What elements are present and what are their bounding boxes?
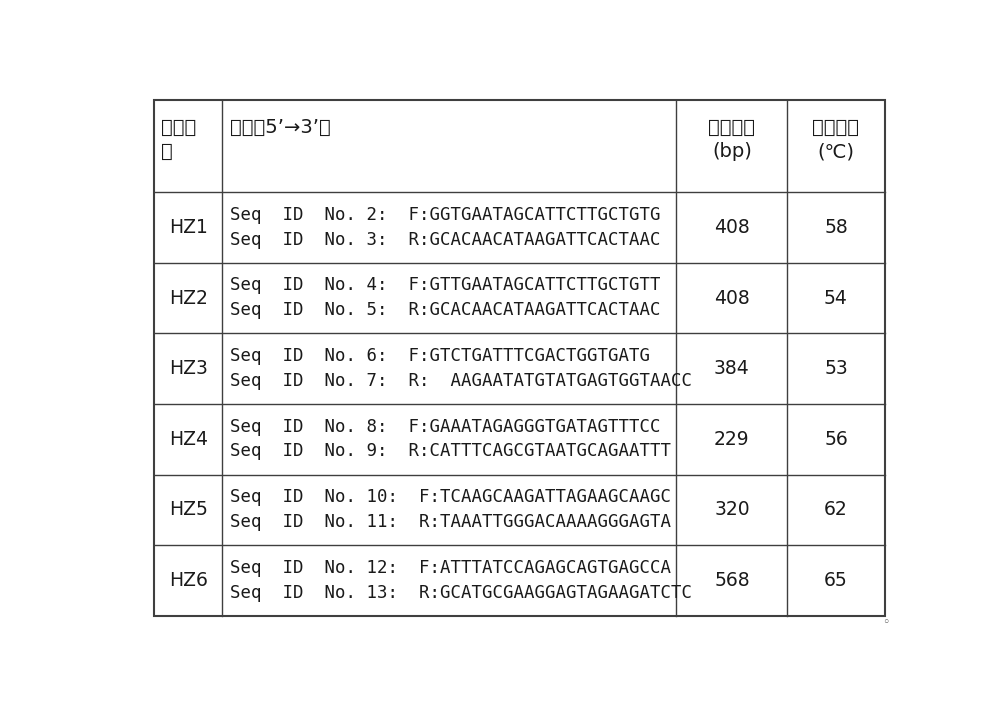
Text: Seq  ID  No. 5:  R:GCACAACATAAGATTCACTAAC: Seq ID No. 5: R:GCACAACATAAGATTCACTAAC (230, 301, 661, 319)
Text: 65: 65 (824, 571, 848, 590)
Text: (℃): (℃) (817, 143, 854, 161)
Text: 产物大小: 产物大小 (708, 118, 755, 138)
Text: 58: 58 (824, 218, 848, 237)
Text: Seq  ID  No. 13:  R:GCATGCGAAGGAGTAGAAGATCTC: Seq ID No. 13: R:GCATGCGAAGGAGTAGAAGATCT… (230, 584, 692, 602)
Text: 56: 56 (824, 430, 848, 449)
Text: Seq  ID  No. 10:  F:TCAAGCAAGATTAGAAGCAAGC: Seq ID No. 10: F:TCAAGCAAGATTAGAAGCAAGC (230, 488, 671, 506)
Text: Seq  ID  No. 12:  F:ATTTATCCAGAGCAGTGAGCCA: Seq ID No. 12: F:ATTTATCCAGAGCAGTGAGCCA (230, 559, 671, 576)
Text: Seq  ID  No. 11:  R:TAAATTGGGACAAAAGGGAGTA: Seq ID No. 11: R:TAAATTGGGACAAAAGGGAGTA (230, 513, 671, 531)
Text: (bp): (bp) (712, 143, 752, 161)
Text: 408: 408 (714, 289, 750, 308)
Text: Seq  ID  No. 3:  R:GCACAACATAAGATTCACTAAC: Seq ID No. 3: R:GCACAACATAAGATTCACTAAC (230, 230, 661, 249)
Text: HZ2: HZ2 (169, 289, 208, 308)
Text: ◦: ◦ (882, 616, 890, 630)
Text: 53: 53 (824, 359, 848, 378)
Text: 384: 384 (714, 359, 750, 378)
Text: 称: 称 (161, 143, 172, 161)
Text: Seq  ID  No. 2:  F:GGTGAATAGCATTCTTGCTGTG: Seq ID No. 2: F:GGTGAATAGCATTCTTGCTGTG (230, 206, 661, 224)
Text: HZ4: HZ4 (169, 430, 208, 449)
Text: Seq  ID  No. 9:  R:CATTTCAGCGTAATGCAGAATTT: Seq ID No. 9: R:CATTTCAGCGTAATGCAGAATTT (230, 442, 671, 461)
Text: 229: 229 (714, 430, 750, 449)
Text: Seq  ID  No. 7:  R:  AAGAATATGTATGAGTGGTAACC: Seq ID No. 7: R: AAGAATATGTATGAGTGGTAACC (230, 372, 692, 390)
Text: Seq  ID  No. 4:  F:GTTGAATAGCATTCTTGCTGTT: Seq ID No. 4: F:GTTGAATAGCATTCTTGCTGTT (230, 277, 661, 294)
Text: 568: 568 (714, 571, 750, 590)
Text: 序列（5’→3’）: 序列（5’→3’） (230, 118, 331, 138)
Text: HZ5: HZ5 (169, 501, 208, 519)
Text: 320: 320 (714, 501, 750, 519)
Text: 退火温度: 退火温度 (812, 118, 859, 138)
Text: 408: 408 (714, 218, 750, 237)
Text: 54: 54 (824, 289, 848, 308)
Text: Seq  ID  No. 8:  F:GAAATAGAGGGTGATAGTTTCC: Seq ID No. 8: F:GAAATAGAGGGTGATAGTTTCC (230, 418, 661, 435)
Text: HZ1: HZ1 (169, 218, 208, 237)
Text: 引物名: 引物名 (161, 118, 196, 138)
Text: HZ3: HZ3 (169, 359, 208, 378)
Text: HZ6: HZ6 (169, 571, 208, 590)
Text: 62: 62 (824, 501, 848, 519)
Text: Seq  ID  No. 6:  F:GTCTGATTTCGACTGGTGATG: Seq ID No. 6: F:GTCTGATTTCGACTGGTGATG (230, 347, 650, 365)
